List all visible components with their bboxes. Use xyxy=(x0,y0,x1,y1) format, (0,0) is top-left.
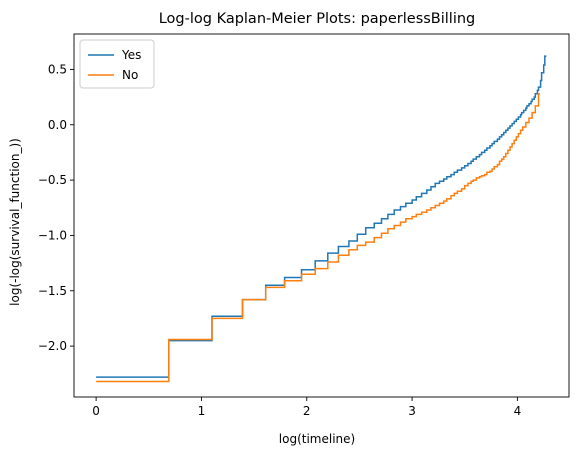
legend-box xyxy=(79,39,155,89)
y-axis-label: log(-log(survival_function_)) xyxy=(8,138,22,306)
x-tick-label: 1 xyxy=(198,404,206,418)
plot-lines xyxy=(96,55,547,383)
y-tick-label: −1.0 xyxy=(38,228,67,242)
plot-frame xyxy=(73,33,570,398)
y-tick-label: −0.5 xyxy=(38,173,67,187)
x-tick-label: 4 xyxy=(514,404,522,418)
y-tick-label: −1.5 xyxy=(38,284,67,298)
y-tick-label: −2.0 xyxy=(38,339,67,353)
y-tick-label: 0.5 xyxy=(48,62,67,76)
series-line-yes xyxy=(96,55,547,378)
x-tick-label: 3 xyxy=(408,404,416,418)
x-axis: 0 1 2 3 4 xyxy=(92,397,521,418)
legend-label-yes: Yes xyxy=(121,48,141,62)
y-axis: −2.0 −1.5 −1.0 −0.5 0.0 0.5 xyxy=(38,62,74,353)
series-line-no xyxy=(96,93,540,383)
x-axis-label: log(timeline) xyxy=(279,432,355,446)
chart-title: Log-log Kaplan-Meier Plots: paperlessBil… xyxy=(159,11,476,27)
legend-label-no: No xyxy=(122,68,138,82)
y-tick-label: 0.0 xyxy=(48,118,67,132)
legend: Yes No xyxy=(79,39,155,89)
x-tick-label: 2 xyxy=(303,404,311,418)
x-tick-label: 0 xyxy=(92,404,100,418)
